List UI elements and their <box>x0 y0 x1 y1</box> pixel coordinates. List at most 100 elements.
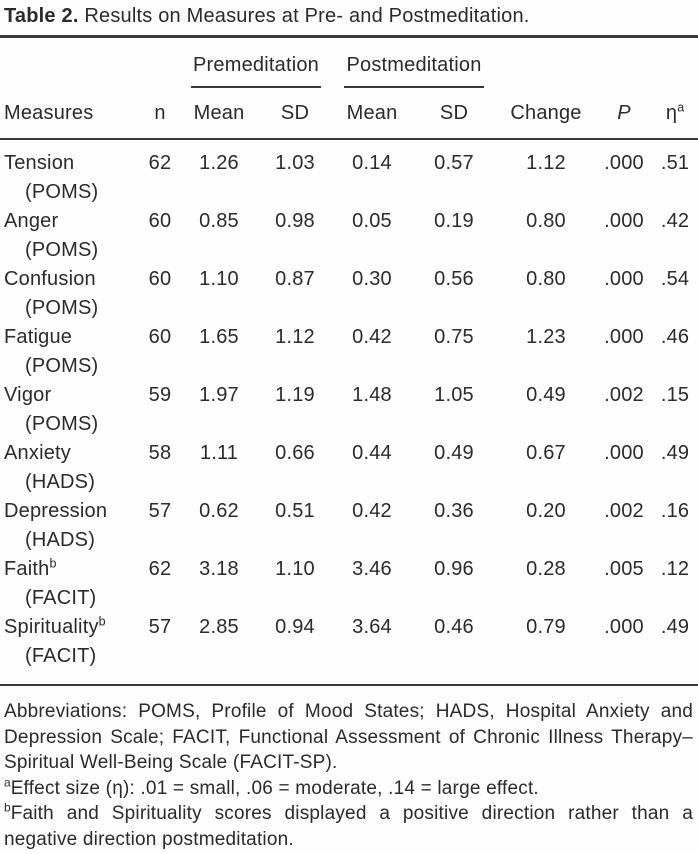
measure-scale: (FACIT) <box>25 587 97 609</box>
table-title: Table 2. Results on Measures at Pre- and… <box>0 0 698 35</box>
post-mean-cell: 0.05 <box>352 210 392 232</box>
table-row: Anxiety (HADS) 58 1.11 0.66 0.44 0.49 0.67 .000.… <box>0 439 698 497</box>
measure-name: Tension <box>4 152 75 174</box>
p-cell: .000 <box>604 616 644 638</box>
pre-mean-cell: 0.85 <box>199 210 239 232</box>
footnote-text: Abbreviations: POMS, Profile of Mood Sta… <box>4 701 693 773</box>
p-cell: .002 <box>604 500 644 522</box>
post-sd-cell: 0.19 <box>434 210 474 232</box>
p-cell: .005 <box>604 558 644 580</box>
spanner-postmeditation: Postmeditation <box>332 37 496 90</box>
table-row: Spiritualityb (FACIT) 57 2.85 0.94 3.64 0.46 0.… <box>0 613 698 685</box>
table-row: Faithb (FACIT) 62 3.18 1.10 3.46 0.96 0.28 .005.… <box>0 555 698 613</box>
pre-sd-cell: 1.19 <box>275 384 315 406</box>
pre-mean-cell: 1.10 <box>199 268 239 290</box>
measure-name: Anxiety <box>4 442 71 464</box>
change-cell: 0.67 <box>526 442 566 464</box>
post-sd-cell: 0.36 <box>434 500 474 522</box>
pre-sd-cell: 0.98 <box>275 210 315 232</box>
pre-sd-cell: 1.03 <box>275 152 315 174</box>
p-cell: .000 <box>604 326 644 348</box>
pre-mean-cell: 0.62 <box>199 500 239 522</box>
change-cell: 0.80 <box>526 210 566 232</box>
footnote-effect-size: aEffect size (η): .01 = small, .06 = mod… <box>4 776 693 802</box>
post-sd-cell: 0.57 <box>434 152 474 174</box>
table-number-label: Table 2. <box>4 5 79 27</box>
measure-cell: Spiritualityb (FACIT) <box>0 613 140 685</box>
post-mean-cell: 3.64 <box>352 616 392 638</box>
col-header-eta: ηa <box>665 100 685 124</box>
pre-mean-cell: 1.11 <box>199 442 239 464</box>
measure-scale: (POMS) <box>25 297 99 319</box>
column-header-row: Measures n Mean SD Mean SD Change P ηa <box>0 89 698 139</box>
measure-name: Spiritualityb <box>4 614 106 638</box>
p-cell: .000 <box>604 152 644 174</box>
n-cell: 58 <box>148 442 172 464</box>
table-row: Vigor (POMS) 59 1.97 1.19 1.48 1.05 0.49 .002 .15 <box>0 381 698 439</box>
change-cell: 0.20 <box>526 500 566 522</box>
post-sd-cell: 0.49 <box>434 442 474 464</box>
table-title-text: Results on Measures at Pre- and Postmedi… <box>78 5 530 27</box>
footnote-sup: b <box>4 800 11 815</box>
post-mean-cell: 1.48 <box>352 384 392 406</box>
pre-sd-cell: 0.66 <box>275 442 315 464</box>
n-cell: 60 <box>148 210 172 232</box>
eta-cell: .46 <box>660 326 690 348</box>
table-row: Fatigue (POMS) 60 1.65 1.12 0.42 0.75 1.23 .000.… <box>0 323 698 381</box>
post-mean-cell: 3.46 <box>352 558 392 580</box>
spanner-postmeditation-label: Postmeditation <box>344 53 484 88</box>
col-header-measures: Measures <box>4 102 94 124</box>
measure-name: Faithb <box>4 556 57 580</box>
eta-superscript: a <box>677 100 685 115</box>
post-mean-cell: 0.42 <box>352 500 392 522</box>
measure-scale: (POMS) <box>25 355 99 377</box>
measure-cell: Tension (POMS) <box>0 139 140 207</box>
measure-cell: Fatigue (POMS) <box>0 323 140 381</box>
pre-mean-cell: 1.65 <box>199 326 239 348</box>
spanner-premeditation-label: Premeditation <box>191 53 321 88</box>
spanner-premeditation: Premeditation <box>180 37 332 90</box>
eta-cell: .51 <box>660 152 690 174</box>
measure-cell: Faithb (FACIT) <box>0 555 140 613</box>
measure-name: Anger <box>4 210 59 232</box>
measure-scale: (FACIT) <box>25 645 97 667</box>
eta-cell: .15 <box>660 384 690 406</box>
eta-cell: .12 <box>660 558 690 580</box>
table-row: Confusion (POMS) 60 1.10 0.87 0.30 0.56 0.80 .00… <box>0 265 698 323</box>
table-row: Depression (HADS) 57 0.62 0.51 0.42 0.36 0.20 .0… <box>0 497 698 555</box>
post-sd-cell: 0.46 <box>434 616 474 638</box>
pre-sd-cell: 1.10 <box>275 558 315 580</box>
post-sd-cell: 0.96 <box>434 558 474 580</box>
table-row: Tension (POMS) 62 1.26 1.03 0.14 0.57 1.12 .000.… <box>0 139 698 207</box>
n-cell: 57 <box>148 500 172 522</box>
col-header-pre-sd: SD <box>280 102 310 124</box>
eta-cell: .42 <box>660 210 690 232</box>
change-cell: 0.80 <box>526 268 566 290</box>
eta-cell: .49 <box>660 442 690 464</box>
footnote-text: Faith and Spirituality scores displayed … <box>4 803 693 850</box>
measure-scale: (HADS) <box>25 471 96 493</box>
measure-cell: Confusion (POMS) <box>0 265 140 323</box>
measure-scale: (POMS) <box>25 413 99 435</box>
measure-cell: Vigor (POMS) <box>0 381 140 439</box>
eta-cell: .54 <box>660 268 690 290</box>
change-cell: 1.23 <box>526 326 566 348</box>
p-cell: .002 <box>604 384 644 406</box>
footnote-abbreviations: Abbreviations: POMS, Profile of Mood Sta… <box>4 699 693 776</box>
measure-name: Confusion <box>4 268 96 290</box>
measure-name: Vigor <box>4 384 52 406</box>
measure-cell: Anxiety (HADS) <box>0 439 140 497</box>
footnotes-section: Abbreviations: POMS, Profile of Mood Sta… <box>0 686 698 852</box>
col-header-n: n <box>154 102 166 124</box>
measure-scale: (POMS) <box>25 181 99 203</box>
post-sd-cell: 1.05 <box>434 384 474 406</box>
pre-sd-cell: 0.51 <box>275 500 315 522</box>
col-header-pre-mean: Mean <box>193 102 245 124</box>
measure-scale: (HADS) <box>25 529 96 551</box>
pre-sd-cell: 1.12 <box>275 326 315 348</box>
n-cell: 60 <box>148 268 172 290</box>
pre-mean-cell: 1.26 <box>199 152 239 174</box>
table-row: Anger (POMS) 60 0.85 0.98 0.05 0.19 0.80 .000 .42 <box>0 207 698 265</box>
footnote-text: Effect size (η): .01 = small, .06 = mode… <box>10 777 539 799</box>
